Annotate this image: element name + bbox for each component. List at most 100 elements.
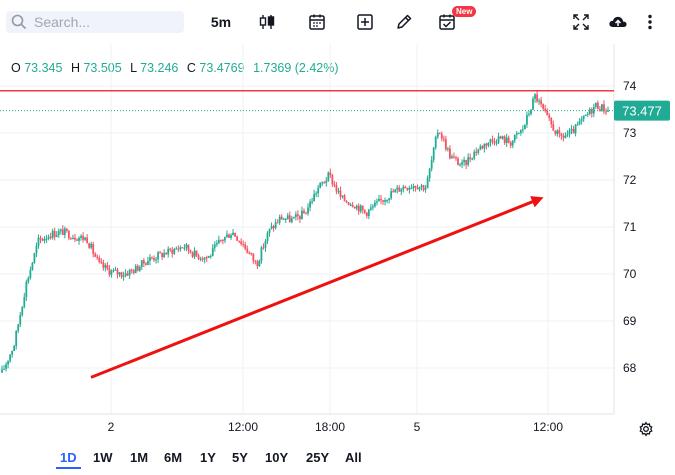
candle-body: [17, 324, 20, 331]
candle-body: [63, 228, 66, 236]
candle-body: [394, 189, 397, 193]
candle-body: [428, 168, 431, 179]
more-button[interactable]: [642, 10, 658, 34]
period-all[interactable]: All: [345, 450, 362, 465]
candle-body: [215, 243, 218, 245]
events-button[interactable]: [436, 10, 458, 34]
candle-body: [11, 350, 14, 355]
candle-body: [303, 210, 305, 214]
candle-body: [582, 115, 585, 120]
candle-body: [343, 195, 346, 201]
candle-body: [471, 158, 474, 160]
candle-body: [536, 94, 538, 102]
time-tick-label: 5: [414, 420, 421, 434]
candle-body: [90, 243, 93, 248]
candle-body: [325, 180, 328, 183]
candle-body: [177, 248, 180, 250]
search-input[interactable]: [32, 13, 176, 31]
candle-body: [37, 237, 40, 246]
candle-body: [108, 268, 111, 275]
period-1y[interactable]: 1Y: [200, 450, 216, 465]
search-box[interactable]: [6, 11, 184, 33]
candle-body: [598, 109, 601, 111]
candle-body: [538, 100, 540, 102]
candle-body: [189, 250, 192, 253]
candle-body: [122, 275, 125, 277]
candle-body: [130, 269, 133, 271]
candle-body: [509, 142, 512, 146]
candle-body: [398, 187, 401, 192]
chart-type-button[interactable]: [256, 10, 278, 34]
pencil-icon: [397, 14, 412, 29]
candle-body: [592, 106, 595, 114]
candle-body: [607, 110, 609, 112]
candle-body: [187, 244, 190, 251]
add-indicator-button[interactable]: [354, 10, 376, 34]
price-chart[interactable]: 68 69 70 71 72 73 74 2 12:00 18:00 5 12:00 73.477: [0, 44, 675, 442]
candle-body: [603, 104, 605, 112]
candle-body: [41, 239, 44, 241]
candle-body: [155, 259, 157, 261]
period-1m[interactable]: 1M: [130, 450, 149, 465]
candle-body: [321, 182, 324, 184]
candle-body: [341, 195, 344, 197]
chart-settings-button[interactable]: [637, 420, 655, 443]
period-1w[interactable]: 1W: [93, 450, 113, 465]
period-bar: 1D 1W 1M 6M 1Y 5Y 10Y 25Y All: [0, 442, 675, 475]
candle-body: [13, 345, 16, 351]
candle-body: [230, 235, 232, 238]
change-value: 1.7369 (2.42%): [253, 61, 339, 75]
candle-body: [576, 124, 579, 126]
open-value: 73.345: [24, 61, 63, 75]
candle-body: [526, 114, 528, 125]
candle-body: [207, 256, 210, 258]
candle-body: [76, 239, 78, 241]
candle-body: [254, 260, 257, 262]
candle-body: [290, 218, 293, 222]
candle-body: [521, 129, 524, 131]
candle-body: [481, 146, 484, 149]
candle-body: [9, 354, 12, 361]
candle-body: [59, 229, 62, 232]
candle-body: [544, 108, 547, 111]
candle-body: [386, 200, 388, 202]
period-1d[interactable]: 1D: [56, 448, 81, 469]
candle-body: [594, 102, 597, 107]
fullscreen-button[interactable]: [570, 10, 592, 34]
candle-body: [3, 368, 5, 370]
candle-body: [175, 248, 178, 250]
close-value: 73.4769: [199, 61, 245, 75]
candle-body: [272, 226, 275, 229]
candle-body: [86, 237, 89, 244]
candle-body: [568, 130, 571, 135]
candle-body: [274, 222, 277, 229]
candle-body: [39, 237, 42, 240]
period-5y[interactable]: 5Y: [232, 450, 248, 465]
period-10y[interactable]: 10Y: [265, 450, 289, 465]
close-label: C: [186, 61, 196, 75]
candle-body: [491, 139, 494, 141]
candle-body: [132, 270, 135, 274]
interval-button[interactable]: 5m: [210, 14, 232, 30]
candle-body: [588, 109, 591, 115]
cloud-upload-icon: [609, 16, 627, 27]
candle-body: [270, 226, 273, 229]
draw-button[interactable]: [393, 10, 415, 34]
candle-body: [183, 247, 186, 249]
candle-body: [515, 133, 518, 135]
more-icon: [648, 14, 652, 30]
period-25y[interactable]: 25Y: [306, 450, 330, 465]
save-button[interactable]: [606, 10, 630, 34]
candle-body: [165, 253, 168, 255]
candle-body: [590, 109, 593, 114]
candle-body: [181, 247, 184, 249]
candle-body: [420, 185, 423, 187]
candle-body: [351, 204, 354, 207]
candle-body: [234, 232, 236, 237]
candle-body: [574, 124, 577, 134]
candle-body: [337, 190, 340, 192]
period-6m[interactable]: 6M: [164, 450, 183, 465]
candle-body: [605, 111, 607, 113]
compare-button[interactable]: [306, 10, 328, 34]
candle-body: [29, 269, 32, 278]
